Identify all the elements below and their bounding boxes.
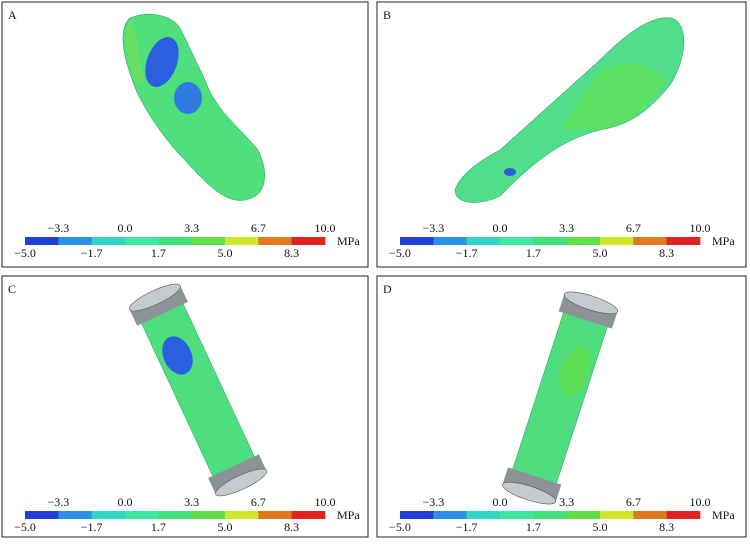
colorbar-segment — [91, 237, 126, 245]
colorbar-segment — [58, 237, 92, 245]
panel-label: B — [383, 8, 391, 22]
colorbar-tick-label: 10.0 — [315, 495, 336, 509]
colorbar-tick-label: 1.7 — [526, 246, 541, 260]
colorbar-tick-label: 1.7 — [151, 246, 166, 260]
colorbar-segment — [291, 237, 326, 245]
colorbar-tick-label: 1.7 — [151, 520, 166, 534]
colorbar-tick-label: 0.0 — [118, 221, 133, 235]
colorbar-tick-label: 6.7 — [626, 495, 641, 509]
colorbar-segment — [433, 237, 467, 245]
colorbar-segment — [400, 237, 434, 245]
bone-model — [122, 13, 265, 201]
colorbar-segment — [466, 237, 501, 245]
colorbar-tick-label: 8.3 — [284, 520, 299, 534]
colorbar-tick-label: 3.3 — [559, 495, 574, 509]
colorbar-segment — [466, 511, 501, 519]
bone-model — [454, 17, 685, 203]
colorbar-tick-label: 6.7 — [251, 221, 266, 235]
colorbar-tick-label: 5.0 — [218, 246, 233, 260]
colorbar-tick-label: 10.0 — [690, 221, 711, 235]
colorbar-segment — [25, 237, 59, 245]
colorbar-tick-label: −3.3 — [47, 495, 69, 509]
colorbar-segment — [566, 511, 601, 519]
colorbar-unit: MPa — [712, 508, 735, 522]
colorbar-tick-label: 1.7 — [526, 520, 541, 534]
colorbar-tick-label: 3.3 — [559, 221, 574, 235]
bone-model — [129, 283, 267, 497]
colorbar-segment — [666, 511, 701, 519]
colorbar-tick-label: 8.3 — [659, 520, 674, 534]
colorbar-tick-label: 5.0 — [218, 520, 233, 534]
colorbar-segment — [533, 237, 567, 245]
panel-label: C — [8, 282, 16, 296]
colorbar-tick-label: 0.0 — [493, 495, 508, 509]
colorbar-tick-label: 6.7 — [626, 221, 641, 235]
colorbar-segment — [58, 511, 92, 519]
colorbar-tick-label: −5.0 — [389, 246, 411, 260]
colorbar-segment — [191, 511, 226, 519]
colorbar-segment — [400, 511, 434, 519]
colorbar-tick-label: 0.0 — [493, 221, 508, 235]
colorbar-tick-label: 6.7 — [251, 495, 266, 509]
colorbar-segment — [258, 511, 292, 519]
bone-model — [502, 291, 618, 505]
colorbar-unit: MPa — [337, 508, 360, 522]
colorbar-unit: MPa — [712, 234, 735, 248]
colorbar-tick-label: 5.0 — [593, 246, 608, 260]
colorbar-segment — [225, 237, 259, 245]
colorbar-segment — [600, 511, 634, 519]
colorbar-segment — [225, 511, 259, 519]
colorbar-tick-label: −3.3 — [422, 495, 444, 509]
colorbar-tick-label: −1.7 — [81, 246, 103, 260]
colorbar-segment — [91, 511, 126, 519]
colorbar-segment — [258, 237, 292, 245]
colorbar-segment — [500, 237, 534, 245]
colorbar-tick-label: −1.7 — [456, 520, 478, 534]
colorbar-segment — [158, 511, 192, 519]
colorbar-tick-label: 10.0 — [690, 495, 711, 509]
colorbar-segment — [125, 511, 159, 519]
colorbar-tick-label: 3.3 — [184, 221, 199, 235]
colorbar-segment — [191, 237, 226, 245]
colorbar-tick-label: −3.3 — [47, 221, 69, 235]
colorbar-segment — [633, 511, 667, 519]
colorbar-segment — [600, 237, 634, 245]
colorbar-segment — [666, 237, 701, 245]
colorbar-tick-label: −3.3 — [422, 221, 444, 235]
colorbar-tick-label: 3.3 — [184, 495, 199, 509]
colorbar-segment — [566, 237, 601, 245]
colorbar-segment — [433, 511, 467, 519]
colorbar-tick-label: −1.7 — [456, 246, 478, 260]
colorbar-segment — [158, 237, 192, 245]
colorbar-tick-label: −5.0 — [14, 520, 36, 534]
colorbar-tick-label: 0.0 — [118, 495, 133, 509]
colorbar-tick-label: −5.0 — [14, 246, 36, 260]
colorbar-tick-label: 8.3 — [284, 246, 299, 260]
colorbar-tick-label: 10.0 — [315, 221, 336, 235]
colorbar-tick-label: −1.7 — [81, 520, 103, 534]
colorbar-tick-label: −5.0 — [389, 520, 411, 534]
colorbar-segment — [500, 511, 534, 519]
panel-label: D — [383, 282, 392, 296]
colorbar-tick-label: 5.0 — [593, 520, 608, 534]
panel-label: A — [8, 8, 17, 22]
colorbar-unit: MPa — [337, 234, 360, 248]
colorbar-segment — [633, 237, 667, 245]
colorbar-segment — [125, 237, 159, 245]
colorbar-tick-label: 8.3 — [659, 246, 674, 260]
colorbar-segment — [25, 511, 59, 519]
colorbar-segment — [291, 511, 326, 519]
colorbar-segment — [533, 511, 567, 519]
